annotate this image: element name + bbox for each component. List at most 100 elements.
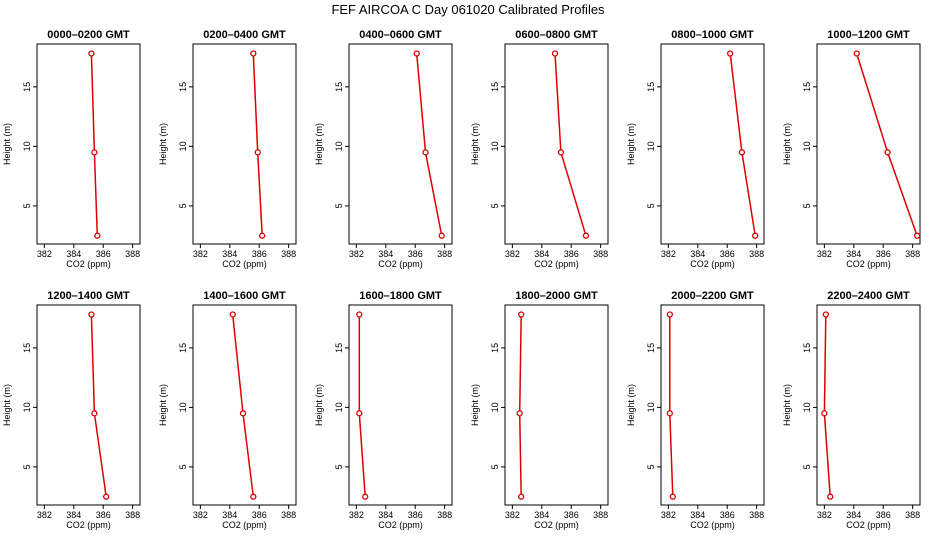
profile-line (855, 53, 918, 236)
data-point (91, 410, 98, 417)
x-tick-label: 388 (593, 510, 608, 520)
y-tick-label: 15 (646, 343, 656, 353)
y-tick-label: 10 (802, 141, 812, 151)
profile-panel: 0200–0400 GMT 382 384 386 388 5 10 15 CO2 (ppm) H… (158, 29, 297, 269)
profile-panel: 0000–0200 GMT 382 384 386 388 5 10 15 CO2 (ppm) H… (2, 29, 141, 269)
x-tick-label: 382 (505, 249, 520, 259)
data-point (669, 493, 676, 500)
y-axis-label: Height (m) (158, 123, 168, 165)
y-tick-label: 10 (334, 141, 344, 151)
profile-line (90, 314, 107, 497)
y-tick-label: 15 (646, 82, 656, 92)
profile-line (669, 314, 674, 497)
data-point (913, 232, 921, 239)
x-axis-label: CO2 (ppm) (846, 259, 891, 269)
profile-panel: 1600–1800 GMT 382 384 386 388 5 10 15 CO2 (ppm) H… (314, 290, 453, 530)
x-axis-label: CO2 (ppm) (846, 520, 891, 530)
panel-title: 1800–2000 GMT (515, 290, 598, 302)
data-point (88, 50, 95, 57)
x-tick-label: 382 (193, 510, 208, 520)
x-tick-label: 386 (564, 249, 579, 259)
plot-frame (192, 304, 297, 506)
x-tick-label: 388 (125, 510, 140, 520)
panel-title: 0200–0400 GMT (203, 29, 286, 41)
data-point (518, 311, 525, 318)
x-tick-label: 386 (252, 510, 267, 520)
y-tick-label: 15 (334, 343, 344, 353)
data-point (582, 232, 590, 239)
x-tick-label: 384 (66, 510, 81, 520)
plot-frame (816, 43, 921, 245)
y-tick-label: 10 (334, 402, 344, 412)
y-tick-label: 15 (22, 82, 32, 92)
y-tick-label: 15 (802, 82, 812, 92)
data-point (362, 493, 369, 500)
x-tick-label: 384 (222, 249, 237, 259)
panel-title: 1200–1400 GMT (47, 290, 130, 302)
x-tick-label: 384 (66, 249, 81, 259)
x-tick-label: 388 (749, 249, 764, 259)
y-tick-label: 10 (802, 402, 812, 412)
panel-title: 0800–1000 GMT (671, 29, 754, 41)
x-tick-label: 384 (690, 510, 705, 520)
y-tick-label: 15 (490, 343, 500, 353)
y-tick-label: 10 (490, 141, 500, 151)
y-axis-label: Height (m) (158, 384, 168, 426)
x-tick-label: 386 (408, 249, 423, 259)
data-point (413, 50, 420, 57)
x-tick-label: 388 (281, 249, 296, 259)
plot-frame (36, 43, 141, 245)
data-point (551, 50, 559, 57)
y-tick-label: 5 (646, 464, 656, 469)
data-point (666, 410, 673, 417)
panel-title: 0400–0600 GMT (359, 29, 442, 41)
y-tick-label: 5 (802, 464, 812, 469)
data-point (239, 410, 247, 417)
page-title: FEF AIRCOA C Day 061020 Calibrated Profi… (331, 2, 605, 17)
plot-frame (660, 43, 765, 245)
x-tick-label: 388 (281, 510, 296, 520)
y-tick-label: 15 (334, 82, 344, 92)
data-point (250, 50, 257, 57)
x-axis-label: CO2 (ppm) (222, 520, 267, 530)
x-axis-label: CO2 (ppm) (690, 520, 735, 530)
x-tick-label: 388 (749, 510, 764, 520)
x-tick-label: 382 (661, 249, 676, 259)
data-point (254, 149, 261, 156)
y-axis-label: Height (m) (626, 384, 636, 426)
data-point (727, 50, 734, 57)
plot-frame (504, 304, 609, 506)
y-tick-label: 5 (802, 203, 812, 208)
x-tick-label: 384 (534, 249, 549, 259)
y-tick-label: 5 (334, 203, 344, 208)
profile-line (415, 53, 443, 236)
x-tick-label: 386 (252, 249, 267, 259)
y-axis-label: Height (m) (782, 384, 792, 426)
data-point (94, 232, 101, 239)
profile-panel: 1800–2000 GMT 382 384 386 388 5 10 15 CO2 (ppm) H… (470, 290, 609, 530)
panel-title: 2200–2400 GMT (827, 290, 910, 302)
plot-frame (192, 43, 297, 245)
data-point (822, 311, 829, 318)
y-tick-label: 10 (490, 402, 500, 412)
panel-title: 2000–2200 GMT (671, 290, 754, 302)
x-tick-label: 388 (905, 510, 920, 520)
profile-panel: 2000–2200 GMT 382 384 386 388 5 10 15 CO2 (ppm) H… (626, 290, 765, 530)
profile-line (554, 53, 587, 236)
x-tick-label: 384 (534, 510, 549, 520)
profile-panel: 1000–1200 GMT 382 384 386 388 5 10 15 CO2 (ppm) H… (782, 29, 921, 269)
panel-title: 1400–1600 GMT (203, 290, 286, 302)
data-point (752, 232, 759, 239)
profile-panel: 0800–1000 GMT 382 384 386 388 5 10 15 CO2 (ppm) H… (626, 29, 765, 269)
panel-title: 1600–1800 GMT (359, 290, 442, 302)
y-axis-label: Height (m) (314, 123, 324, 165)
x-tick-label: 384 (378, 249, 393, 259)
y-tick-label: 10 (646, 141, 656, 151)
x-axis-label: CO2 (ppm) (222, 259, 267, 269)
data-point (88, 311, 95, 318)
profile-line (252, 53, 263, 236)
plot-frame (816, 304, 921, 506)
panel-title: 1000–1200 GMT (827, 29, 910, 41)
x-tick-label: 388 (437, 249, 452, 259)
